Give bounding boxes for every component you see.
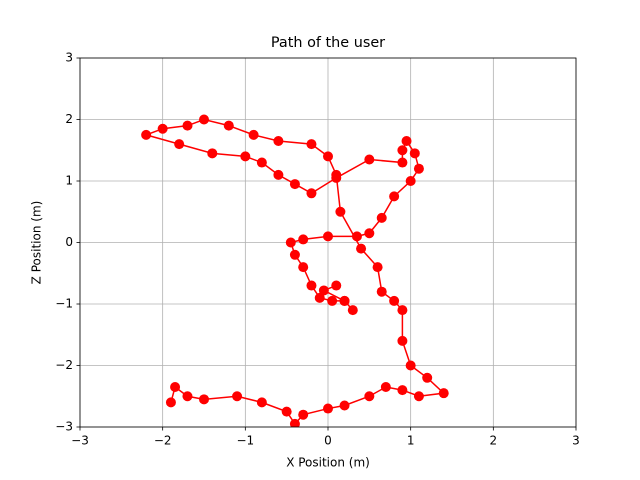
path-point bbox=[389, 295, 400, 306]
y-tick-label: −2 bbox=[55, 358, 73, 372]
path-point bbox=[339, 295, 350, 306]
x-tick-label: −1 bbox=[236, 434, 254, 448]
path-point bbox=[285, 237, 296, 248]
path-point bbox=[289, 418, 300, 427]
path-point bbox=[223, 120, 234, 131]
y-tick-label: 2 bbox=[65, 112, 73, 126]
path-point bbox=[351, 231, 362, 242]
path-point bbox=[248, 129, 259, 140]
path-point bbox=[207, 148, 218, 159]
path-point bbox=[380, 382, 391, 393]
path-point bbox=[405, 176, 416, 186]
x-tick-label: −3 bbox=[71, 434, 89, 448]
y-tick-label: 1 bbox=[65, 174, 73, 188]
path-point bbox=[256, 157, 267, 168]
path-point bbox=[413, 163, 424, 174]
path-point bbox=[397, 305, 408, 316]
path-point bbox=[389, 191, 400, 202]
path-point bbox=[174, 139, 185, 150]
path-point bbox=[364, 391, 375, 402]
path-point bbox=[405, 360, 416, 371]
path-point bbox=[372, 262, 383, 273]
path-point bbox=[356, 243, 367, 254]
path-point bbox=[364, 228, 375, 239]
path-point bbox=[232, 391, 243, 402]
path-point bbox=[331, 280, 342, 291]
path-point bbox=[273, 136, 284, 147]
path-point bbox=[141, 129, 152, 140]
path-point bbox=[422, 372, 433, 383]
path-point bbox=[298, 262, 309, 273]
y-tick-label: 0 bbox=[65, 235, 73, 249]
x-tick-label: −2 bbox=[154, 434, 172, 448]
path-point bbox=[157, 123, 168, 134]
path-point bbox=[401, 136, 412, 147]
path-point bbox=[364, 154, 375, 165]
path-point bbox=[438, 388, 449, 399]
path-point bbox=[306, 139, 317, 150]
path-point bbox=[306, 188, 317, 199]
x-axis-label: X Position (m) bbox=[286, 456, 370, 470]
path-point bbox=[339, 400, 350, 411]
path-point bbox=[256, 397, 267, 408]
x-tick-label: 3 bbox=[572, 434, 580, 448]
path-point bbox=[331, 169, 342, 180]
path-point bbox=[327, 295, 338, 306]
path-point bbox=[199, 114, 209, 125]
path-point bbox=[289, 179, 300, 190]
path-point bbox=[409, 148, 420, 159]
path-point bbox=[413, 391, 424, 402]
x-tick-label: 0 bbox=[324, 434, 332, 448]
y-tick-label: −3 bbox=[55, 420, 73, 434]
y-tick-label: −1 bbox=[55, 297, 73, 311]
path-point bbox=[182, 120, 193, 131]
path-point bbox=[397, 145, 408, 156]
y-axis-label: Z Position (m) bbox=[30, 201, 44, 285]
chart-title: Path of the user bbox=[271, 35, 385, 51]
path-point bbox=[273, 169, 284, 180]
path-point bbox=[323, 151, 333, 162]
path-point bbox=[397, 335, 408, 346]
y-tick-label: 3 bbox=[65, 51, 73, 65]
x-tick-label: 2 bbox=[490, 434, 498, 448]
plot-area bbox=[141, 114, 449, 427]
path-point bbox=[298, 409, 309, 420]
path-point bbox=[281, 406, 292, 417]
path-point bbox=[165, 397, 176, 408]
path-point bbox=[240, 151, 251, 162]
path-point bbox=[376, 212, 387, 223]
x-tick-label: 1 bbox=[407, 434, 415, 448]
path-point bbox=[318, 285, 329, 296]
path-point bbox=[323, 403, 333, 414]
path-point bbox=[170, 382, 181, 393]
path-point bbox=[314, 292, 325, 303]
path-point bbox=[182, 391, 193, 402]
path-point bbox=[289, 249, 300, 260]
path-point bbox=[376, 286, 387, 297]
path-point bbox=[397, 385, 408, 396]
path-point bbox=[335, 206, 346, 217]
path-point bbox=[199, 394, 209, 405]
path-point bbox=[397, 157, 408, 168]
path-point bbox=[306, 280, 317, 291]
path-point bbox=[347, 305, 358, 316]
grid bbox=[79, 57, 577, 428]
path-point bbox=[323, 231, 333, 242]
path-point bbox=[298, 234, 309, 245]
